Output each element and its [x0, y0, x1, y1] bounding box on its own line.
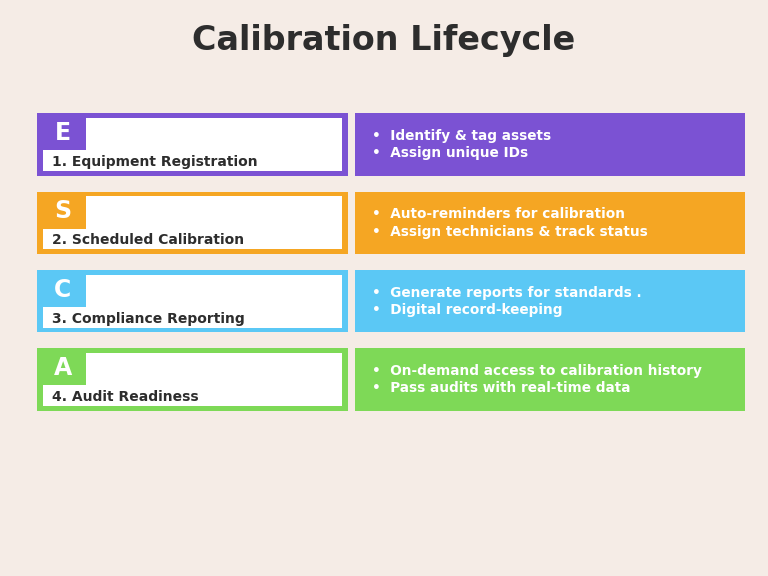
- Text: •  Assign unique IDs: • Assign unique IDs: [372, 146, 528, 160]
- Bar: [40, 351, 86, 385]
- Bar: [355, 192, 745, 254]
- Text: 4. Audit Readiness: 4. Audit Readiness: [52, 390, 199, 404]
- Text: •  Auto-reminders for calibration: • Auto-reminders for calibration: [372, 207, 624, 221]
- Bar: [43, 275, 342, 328]
- Bar: [355, 348, 745, 411]
- Text: •  Identify & tag assets: • Identify & tag assets: [372, 129, 551, 143]
- Text: 2. Scheduled Calibration: 2. Scheduled Calibration: [52, 233, 244, 247]
- Bar: [40, 116, 86, 150]
- Text: 3. Compliance Reporting: 3. Compliance Reporting: [52, 312, 245, 325]
- Text: S: S: [55, 199, 71, 223]
- Text: •  Assign technicians & track status: • Assign technicians & track status: [372, 225, 647, 238]
- Bar: [43, 118, 342, 171]
- Bar: [355, 113, 745, 176]
- Text: C: C: [55, 278, 71, 302]
- Bar: [37, 113, 348, 176]
- Bar: [40, 272, 86, 307]
- Text: A: A: [54, 356, 72, 380]
- Text: Calibration Lifecycle: Calibration Lifecycle: [192, 24, 576, 57]
- Bar: [43, 353, 342, 406]
- Text: •  Pass audits with real-time data: • Pass audits with real-time data: [372, 381, 631, 395]
- Text: •  Generate reports for standards .: • Generate reports for standards .: [372, 286, 641, 300]
- Text: E: E: [55, 121, 71, 145]
- Bar: [40, 194, 86, 229]
- Text: •  On-demand access to calibration history: • On-demand access to calibration histor…: [372, 364, 702, 378]
- Bar: [37, 348, 348, 411]
- Bar: [355, 270, 745, 332]
- Text: •  Digital record-keeping: • Digital record-keeping: [372, 303, 562, 317]
- Bar: [43, 196, 342, 249]
- Bar: [37, 192, 348, 254]
- Bar: [37, 270, 348, 332]
- Text: 1. Equipment Registration: 1. Equipment Registration: [52, 155, 258, 169]
